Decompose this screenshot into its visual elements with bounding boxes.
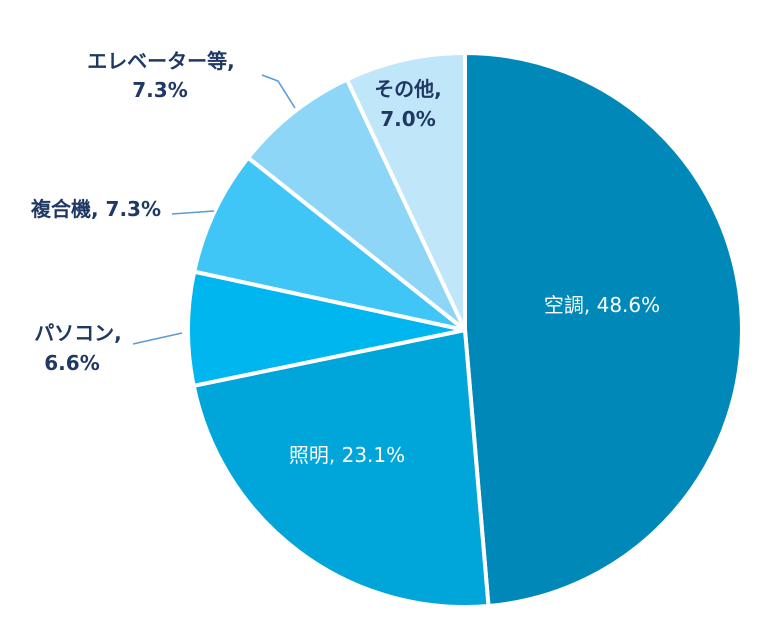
slice-label-pasokon-line1: パソコン,	[34, 321, 122, 345]
slice-label-elevator-line2: 7.3%	[132, 78, 187, 102]
leader-line-fukugouki	[171, 210, 215, 215]
leader-line-pasokon	[132, 332, 183, 345]
pie-slices	[186, 51, 744, 609]
pie-slice-0	[463, 51, 744, 608]
leader-lines	[132, 74, 296, 345]
pie-slice-1	[191, 328, 491, 609]
pie-slice-2	[186, 269, 467, 388]
pie-slice-4	[246, 77, 467, 332]
slice-label-fukugouki: 複合機, 7.3%	[31, 197, 161, 221]
slice-label-pasokon-line2: 6.6%	[44, 351, 99, 375]
slice-label-elevator-line1: エレベーター等,	[87, 49, 235, 73]
leader-line-elevator	[261, 74, 296, 109]
slice-label-kuchou: 空調, 48.6%	[544, 293, 660, 317]
slice-labels: 空調, 48.6% 照明, 23.1% パソコン, 6.6% 複合機, 7.3%…	[31, 49, 660, 467]
slice-label-shoumei: 照明, 23.1%	[289, 443, 405, 467]
pie-slice-3	[192, 155, 467, 332]
slice-label-sonota-line1: その他,	[374, 77, 442, 101]
pie-slice-5	[344, 51, 467, 332]
slice-label-sonota-line2: 7.0%	[380, 107, 435, 131]
